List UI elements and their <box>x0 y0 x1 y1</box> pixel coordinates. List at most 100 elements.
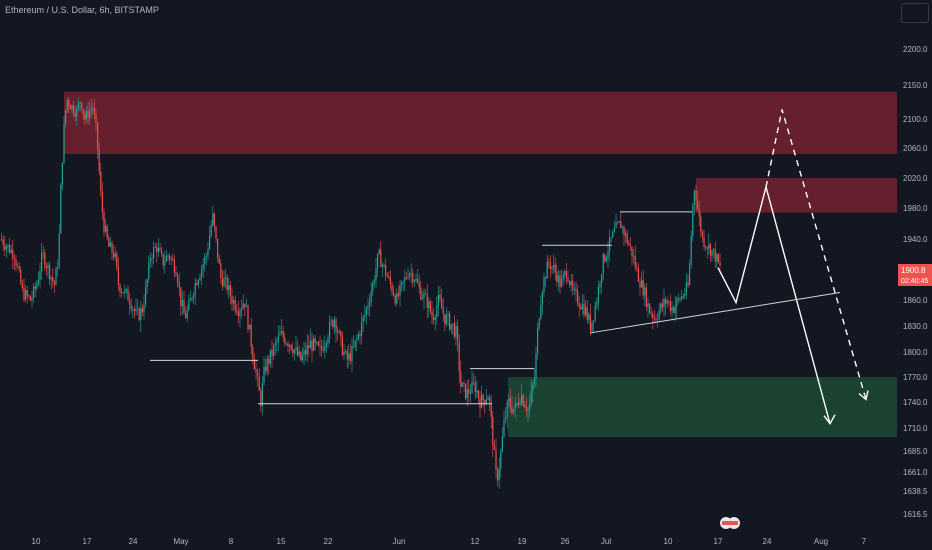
candle-body <box>47 265 49 269</box>
candle-body <box>338 331 340 333</box>
candle-body <box>111 242 113 253</box>
candle-body <box>2 240 4 246</box>
candle-body <box>201 268 203 277</box>
candle-body <box>423 293 425 299</box>
candle-body <box>607 251 609 258</box>
candle-body <box>137 308 139 310</box>
candle-body <box>106 225 108 238</box>
candle-body <box>517 402 519 405</box>
candle-body <box>316 342 318 343</box>
candle-body <box>287 343 289 347</box>
chart-menu-button[interactable] <box>901 3 929 23</box>
candle-body <box>314 338 316 343</box>
projection-arrowhead <box>823 414 836 425</box>
candle-body <box>634 255 636 267</box>
candle-body <box>572 280 574 290</box>
candle-body <box>468 388 470 394</box>
candle-body <box>685 282 687 294</box>
candle-body <box>364 314 366 317</box>
candle-body <box>58 233 60 268</box>
candle-body <box>609 237 611 252</box>
candle-body <box>484 399 486 404</box>
candle-body <box>503 420 505 437</box>
candle-body <box>580 306 582 310</box>
candle-body <box>356 338 358 341</box>
price-axis[interactable]: 1616.5 1638.5 1661.0 1685.0 1710.0 1740.0 1770… <box>903 45 928 519</box>
candle-body <box>570 280 572 286</box>
candle-body <box>149 258 151 263</box>
candle-body <box>322 349 324 351</box>
candle-body <box>676 298 678 307</box>
candle-body <box>330 320 332 322</box>
candle-body <box>89 110 91 118</box>
candle-body <box>633 255 635 257</box>
candle-body <box>105 225 107 232</box>
candle-body <box>135 309 137 312</box>
candle-body <box>719 262 721 266</box>
candle-body <box>639 281 641 288</box>
candle-body <box>457 325 459 342</box>
candle-body <box>217 238 219 258</box>
candle-body <box>668 301 670 302</box>
candle-body <box>341 336 343 356</box>
candle-body <box>345 351 347 353</box>
candle-body <box>34 286 36 289</box>
candle-body <box>541 291 543 306</box>
candle-body <box>205 255 207 257</box>
candle-body <box>220 263 222 278</box>
candle-body <box>628 243 630 245</box>
candle-body <box>433 316 435 321</box>
candle-body <box>218 257 220 264</box>
candle-body <box>527 409 529 411</box>
candle-body <box>653 318 655 320</box>
candle-body <box>138 308 140 321</box>
candle-body <box>42 252 44 254</box>
candle-body <box>585 307 587 316</box>
candle-body <box>409 273 411 277</box>
candle-body <box>154 247 156 248</box>
candle-body <box>412 273 414 282</box>
candle-body <box>151 257 153 259</box>
candle-body <box>665 298 667 304</box>
candle-body <box>564 271 566 275</box>
price-tick-label: 1740.0 <box>903 398 928 407</box>
candle-body <box>378 249 380 254</box>
candle-body <box>170 258 172 260</box>
candle-body <box>57 267 59 270</box>
time-tick-label: Aug <box>814 537 828 546</box>
candle-body <box>153 247 155 258</box>
candle-body <box>324 345 326 351</box>
time-tick-label: 15 <box>277 537 286 546</box>
candle-body <box>180 287 182 307</box>
candle-body <box>361 321 363 336</box>
candle-body <box>434 317 436 321</box>
candle-body <box>146 279 148 287</box>
candle-body <box>125 289 127 291</box>
candle-body <box>100 171 102 192</box>
candle-body <box>452 323 454 325</box>
candle-body <box>649 303 651 314</box>
time-tick-label: 26 <box>561 537 570 546</box>
candle-body <box>55 269 57 285</box>
candle-body <box>441 299 443 309</box>
candle-body <box>140 307 142 321</box>
candle-body <box>436 305 438 318</box>
candle-body <box>543 277 545 292</box>
candle-body <box>367 305 369 309</box>
candle-body <box>604 254 606 261</box>
candle-body <box>476 390 478 393</box>
candle-body <box>250 324 252 348</box>
candle-body <box>122 292 124 294</box>
candle-body <box>703 236 705 247</box>
time-axis[interactable]: 10 17 24 May 8 15 22 Jun 12 19 26 Jul 10 17 24 Aug 7 <box>32 537 867 546</box>
time-tick-label: 10 <box>32 537 41 546</box>
candle-body <box>711 249 713 256</box>
candle-body <box>20 270 22 284</box>
trendline <box>589 292 841 334</box>
candle-body <box>169 255 171 260</box>
candle-body <box>188 300 190 310</box>
candle-body <box>325 342 327 346</box>
projection-path-dashed <box>765 109 867 400</box>
candle-body <box>693 190 695 206</box>
